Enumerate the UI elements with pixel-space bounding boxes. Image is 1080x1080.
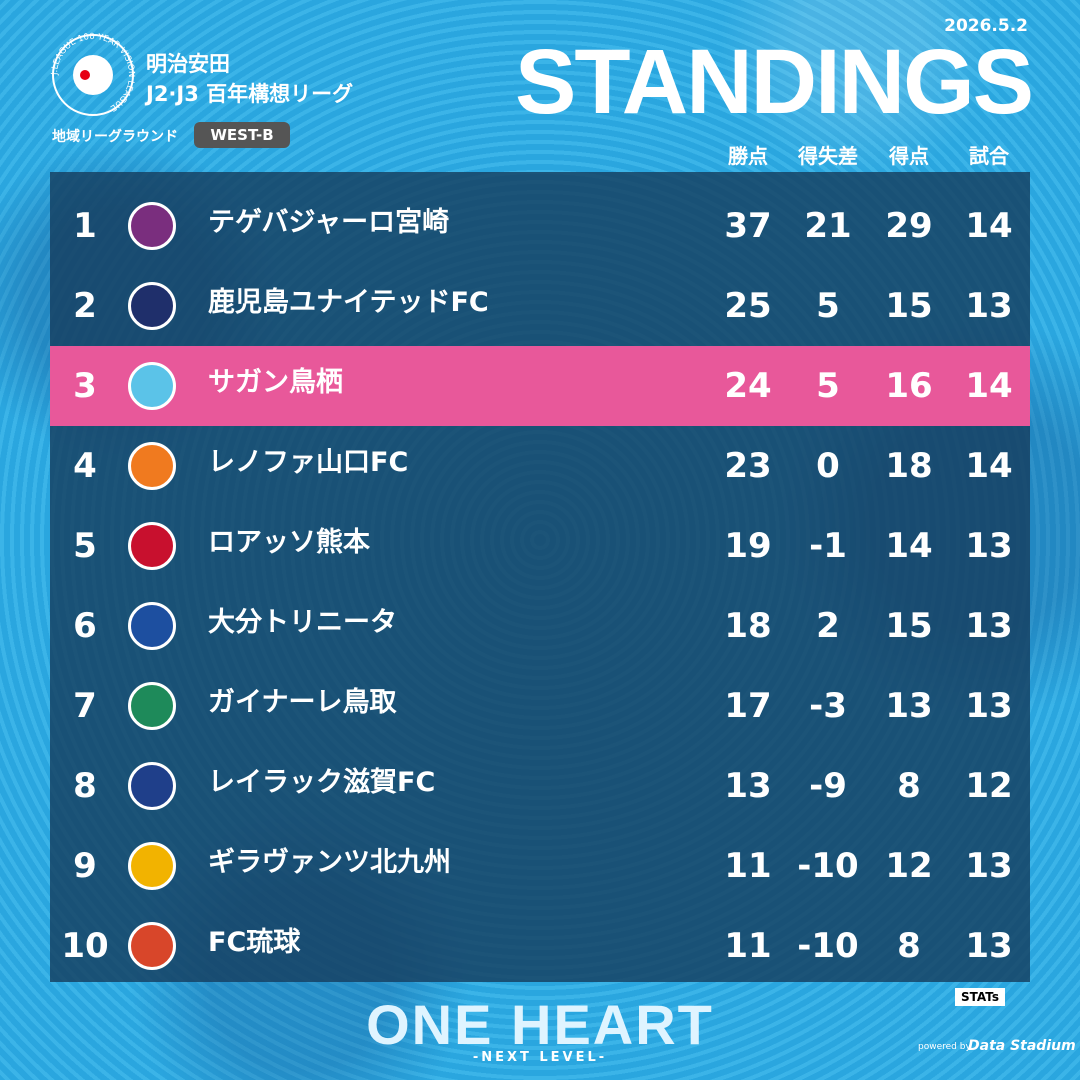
stat-cell: 17 xyxy=(724,686,772,726)
stat-cell: 19 xyxy=(724,526,772,566)
stat-cell: 25 xyxy=(724,286,772,326)
stat-cell: 15 xyxy=(885,606,933,646)
stat-cell: -10 xyxy=(797,926,859,966)
rank: 8 xyxy=(73,766,97,806)
team-logo xyxy=(128,362,176,410)
stat-cell: 13 xyxy=(965,926,1013,966)
stat-cell: 15 xyxy=(885,286,933,326)
tagline: -NEXT LEVEL- xyxy=(472,1050,608,1065)
stat-cell: 8 xyxy=(897,926,921,966)
rank: 3 xyxy=(73,366,97,406)
provider: Data Stadium xyxy=(968,1038,1076,1054)
stat-cell: 21 xyxy=(804,206,852,246)
title: STANDINGS xyxy=(515,31,1034,133)
stat-cell: -1 xyxy=(809,526,847,566)
stat-cell: 13 xyxy=(965,526,1013,566)
date: 2026.5.2 xyxy=(944,16,1028,36)
stat-cell: 13 xyxy=(965,686,1013,726)
rank: 10 xyxy=(61,926,109,966)
team-name: FC琉球 xyxy=(208,927,301,958)
stat-cell: 13 xyxy=(965,606,1013,646)
stat-cell: 11 xyxy=(724,926,772,966)
table-row: 3 サガン鳥栖 24 5 16 14 xyxy=(50,346,1030,426)
stat-cell: -10 xyxy=(797,846,859,886)
rank: 2 xyxy=(73,286,97,326)
team-logo xyxy=(128,282,176,330)
stat-cell: -3 xyxy=(809,686,847,726)
table-row: 9 ギラヴァンツ北九州 11 -10 12 13 xyxy=(50,826,1030,906)
team-logo xyxy=(128,522,176,570)
rank: 1 xyxy=(73,206,97,246)
table-row: 7 ガイナーレ鳥取 17 -3 13 13 xyxy=(50,666,1030,746)
stat-cell: 16 xyxy=(885,366,933,406)
table-row: 8 レイラック滋賀FC 13 -9 8 12 xyxy=(50,746,1030,826)
stat-cell: 12 xyxy=(965,766,1013,806)
table-row: 10 FC琉球 11 -10 8 13 xyxy=(50,906,1030,986)
team-name: サガン鳥栖 xyxy=(208,367,343,398)
team-name: レノファ山口FC xyxy=(208,447,409,478)
rank: 5 xyxy=(73,526,97,566)
league-name: J2·J3 百年構想リーグ xyxy=(146,82,354,106)
table-panel xyxy=(50,172,1030,982)
table-row: 4 レノファ山口FC 23 0 18 14 xyxy=(50,426,1030,506)
column-header: 得点 xyxy=(889,144,929,168)
stat-cell: 29 xyxy=(885,206,933,246)
stat-cell: 13 xyxy=(965,286,1013,326)
team-name: ロアッソ熊本 xyxy=(208,527,370,558)
stat-cell: 37 xyxy=(724,206,772,246)
stat-cell: 2 xyxy=(816,606,840,646)
group-badge: WEST-B xyxy=(194,122,290,148)
team-name: 鹿児島ユナイテッドFC xyxy=(208,287,489,318)
round: 地域リーグラウンド xyxy=(52,129,178,145)
sponsor: 明治安田 xyxy=(146,52,230,76)
column-header: 勝点 xyxy=(728,144,768,168)
table-row: 2 鹿児島ユナイテッドFC 25 5 15 13 xyxy=(50,266,1030,346)
stat-cell: 13 xyxy=(724,766,772,806)
team-logo xyxy=(128,842,176,890)
team-name: ギラヴァンツ北九州 xyxy=(208,847,451,878)
team-logo xyxy=(128,202,176,250)
team-name: レイラック滋賀FC xyxy=(208,767,436,798)
stat-cell: 0 xyxy=(816,446,840,486)
stat-cell: 18 xyxy=(724,606,772,646)
league-logo: J.LEAGUE 100 YEAR VISION LEAGUE xyxy=(50,32,136,116)
stat-cell: 13 xyxy=(965,846,1013,886)
table-row: 6 大分トリニータ 18 2 15 13 xyxy=(50,586,1030,666)
table-row: 1 テゲバジャーロ宮崎 37 21 29 14 xyxy=(50,186,1030,266)
team-logo xyxy=(128,762,176,810)
team-name: テゲバジャーロ宮崎 xyxy=(208,207,450,238)
column-header: 得失差 xyxy=(798,144,858,168)
stats-badge: STATs xyxy=(955,988,1005,1006)
team-logo xyxy=(128,922,176,970)
team-logo xyxy=(128,682,176,730)
powered-by: powered by xyxy=(918,1042,971,1052)
slogan: ONE HEART xyxy=(366,993,714,1056)
stat-cell: -9 xyxy=(809,766,847,806)
rank: 7 xyxy=(73,686,97,726)
stat-cell: 14 xyxy=(965,206,1013,246)
team-logo xyxy=(128,442,176,490)
stat-cell: 24 xyxy=(724,366,772,406)
column-header: 試合 xyxy=(969,144,1009,168)
team-logo xyxy=(128,602,176,650)
stat-cell: 18 xyxy=(885,446,933,486)
stat-cell: 12 xyxy=(885,846,933,886)
stat-cell: 14 xyxy=(965,446,1013,486)
team-name: 大分トリニータ xyxy=(208,607,397,638)
stat-cell: 8 xyxy=(897,766,921,806)
rank: 4 xyxy=(73,446,97,486)
stat-cell: 14 xyxy=(965,366,1013,406)
stat-cell: 5 xyxy=(816,366,840,406)
table-row: 5 ロアッソ熊本 19 -1 14 13 xyxy=(50,506,1030,586)
rank: 9 xyxy=(73,846,97,886)
team-name: ガイナーレ鳥取 xyxy=(208,687,397,718)
stat-cell: 14 xyxy=(885,526,933,566)
rank: 6 xyxy=(73,606,97,646)
stat-cell: 11 xyxy=(724,846,772,886)
stat-cell: 13 xyxy=(885,686,933,726)
stat-cell: 23 xyxy=(724,446,772,486)
stat-cell: 5 xyxy=(816,286,840,326)
